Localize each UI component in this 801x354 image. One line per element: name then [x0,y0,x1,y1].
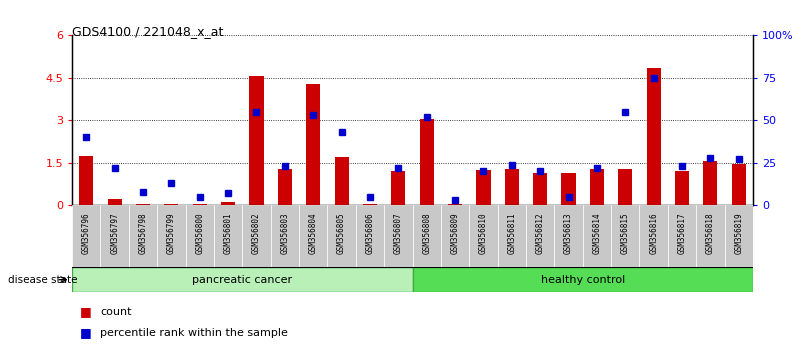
Bar [335,157,348,205]
FancyBboxPatch shape [100,205,129,267]
Text: GSM356816: GSM356816 [649,213,658,255]
Bar [107,199,122,205]
Bar [420,119,434,205]
Text: GSM356812: GSM356812 [536,213,545,255]
FancyBboxPatch shape [668,205,696,267]
Bar [646,68,661,205]
Bar [505,169,519,205]
FancyBboxPatch shape [299,205,328,267]
Text: GSM356803: GSM356803 [280,213,289,255]
Text: GSM356798: GSM356798 [139,213,147,255]
Bar [590,169,604,205]
FancyBboxPatch shape [497,205,526,267]
Text: ■: ■ [80,305,92,318]
Text: GSM356808: GSM356808 [422,213,431,255]
Text: GSM356800: GSM356800 [195,213,204,255]
FancyBboxPatch shape [72,267,413,292]
FancyBboxPatch shape [72,205,100,267]
Text: GSM356809: GSM356809 [451,213,460,255]
Text: GSM356796: GSM356796 [82,213,91,255]
Bar [306,84,320,205]
Bar [221,202,235,205]
Text: GSM356813: GSM356813 [564,213,573,255]
FancyBboxPatch shape [639,205,668,267]
Bar [618,169,632,205]
FancyBboxPatch shape [271,205,299,267]
FancyBboxPatch shape [186,205,214,267]
Text: disease state: disease state [8,275,78,285]
Text: GSM356804: GSM356804 [308,213,318,255]
FancyBboxPatch shape [356,205,384,267]
Text: GSM356806: GSM356806 [365,213,374,255]
Text: GSM356819: GSM356819 [735,213,743,255]
Text: GSM356815: GSM356815 [621,213,630,255]
FancyBboxPatch shape [526,205,554,267]
Bar [363,204,377,205]
Bar [562,173,576,205]
Bar [79,156,94,205]
FancyBboxPatch shape [582,205,611,267]
FancyBboxPatch shape [413,205,441,267]
Text: GSM356801: GSM356801 [223,213,232,255]
Bar [703,161,718,205]
Text: GSM356814: GSM356814 [593,213,602,255]
FancyBboxPatch shape [554,205,582,267]
FancyBboxPatch shape [328,205,356,267]
Text: GSM356818: GSM356818 [706,213,714,255]
FancyBboxPatch shape [441,205,469,267]
Text: GSM356811: GSM356811 [507,213,517,255]
Text: GSM356807: GSM356807 [394,213,403,255]
Bar [391,171,405,205]
FancyBboxPatch shape [384,205,413,267]
FancyBboxPatch shape [157,205,186,267]
Text: healthy control: healthy control [541,275,625,285]
FancyBboxPatch shape [413,267,753,292]
Bar [278,169,292,205]
Bar [477,170,490,205]
Text: GSM356805: GSM356805 [337,213,346,255]
Text: pancreatic cancer: pancreatic cancer [192,275,292,285]
Bar [533,173,547,205]
Text: GSM356799: GSM356799 [167,213,176,255]
Text: GDS4100 / 221048_x_at: GDS4100 / 221048_x_at [72,25,223,38]
Bar [249,76,264,205]
FancyBboxPatch shape [725,205,753,267]
Text: count: count [100,307,131,316]
Text: ■: ■ [80,326,92,339]
Text: GSM356797: GSM356797 [111,213,119,255]
FancyBboxPatch shape [214,205,242,267]
Bar [164,204,179,205]
Text: GSM356817: GSM356817 [678,213,686,255]
FancyBboxPatch shape [242,205,271,267]
Bar [731,164,746,205]
Bar [675,171,689,205]
FancyBboxPatch shape [611,205,639,267]
Bar [448,204,462,205]
Text: GSM356802: GSM356802 [252,213,261,255]
FancyBboxPatch shape [696,205,725,267]
Text: GSM356810: GSM356810 [479,213,488,255]
FancyBboxPatch shape [469,205,497,267]
Text: percentile rank within the sample: percentile rank within the sample [100,328,288,338]
FancyBboxPatch shape [129,205,157,267]
